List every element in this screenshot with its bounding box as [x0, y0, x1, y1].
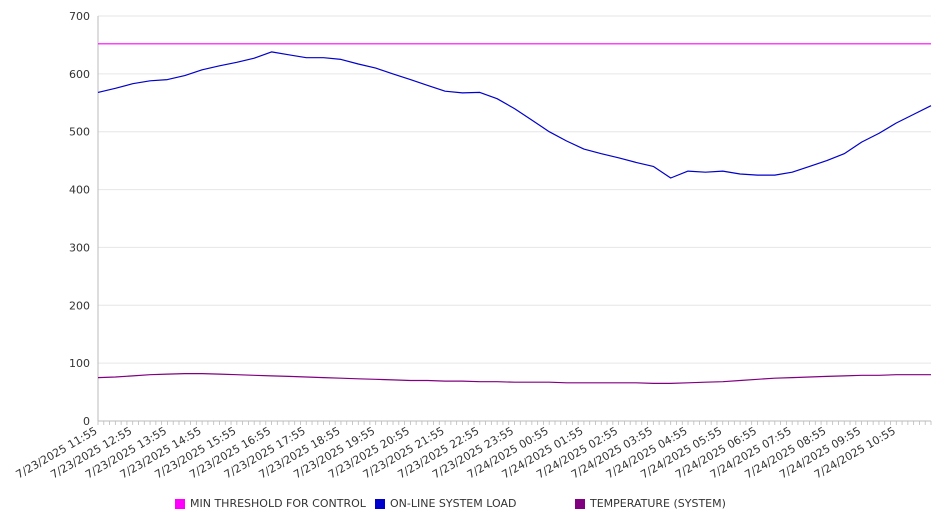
y-tick-label: 500 — [69, 126, 90, 139]
legend-label-temperature-system: TEMPERATURE (SYSTEM) — [590, 497, 726, 510]
y-tick-label: 300 — [69, 241, 90, 254]
legend: MIN THRESHOLD FOR CONTROL ON-LINE SYSTEM… — [0, 497, 946, 517]
series-line-1 — [97, 51, 932, 179]
y-tick-label: 700 — [69, 10, 90, 23]
legend-label-min-threshold: MIN THRESHOLD FOR CONTROL — [190, 497, 366, 510]
y-tick-label: 100 — [69, 357, 90, 370]
y-tick-label: 200 — [69, 299, 90, 312]
y-tick-labels: 0 100 200 300 400 500 600 700 — [69, 10, 90, 428]
legend-item-online-system-load[interactable]: ON-LINE SYSTEM LOAD — [375, 497, 516, 510]
axes — [97, 16, 932, 425]
y-tick-label: 400 — [69, 184, 90, 197]
legend-swatch-online-system-load — [375, 498, 385, 509]
legend-item-temperature-system[interactable]: TEMPERATURE (SYSTEM) — [575, 497, 726, 510]
gridlines — [98, 15, 931, 364]
series-lines — [97, 43, 932, 384]
legend-label-online-system-load: ON-LINE SYSTEM LOAD — [390, 497, 517, 510]
legend-item-min-threshold[interactable]: MIN THRESHOLD FOR CONTROL — [175, 497, 366, 510]
line-chart: 0 100 200 300 400 500 600 700 7/23/2025 11:557/… — [14, 10, 932, 481]
y-tick-label: 0 — [83, 415, 90, 428]
y-tick-label: 600 — [69, 68, 90, 81]
x-tick-labels: 7/23/2025 11:557/23/2025 12:557/23/2025 … — [14, 424, 898, 481]
legend-swatch-temperature-system — [575, 498, 585, 509]
series-line-2 — [97, 373, 931, 384]
legend-swatch-min-threshold — [175, 498, 185, 509]
